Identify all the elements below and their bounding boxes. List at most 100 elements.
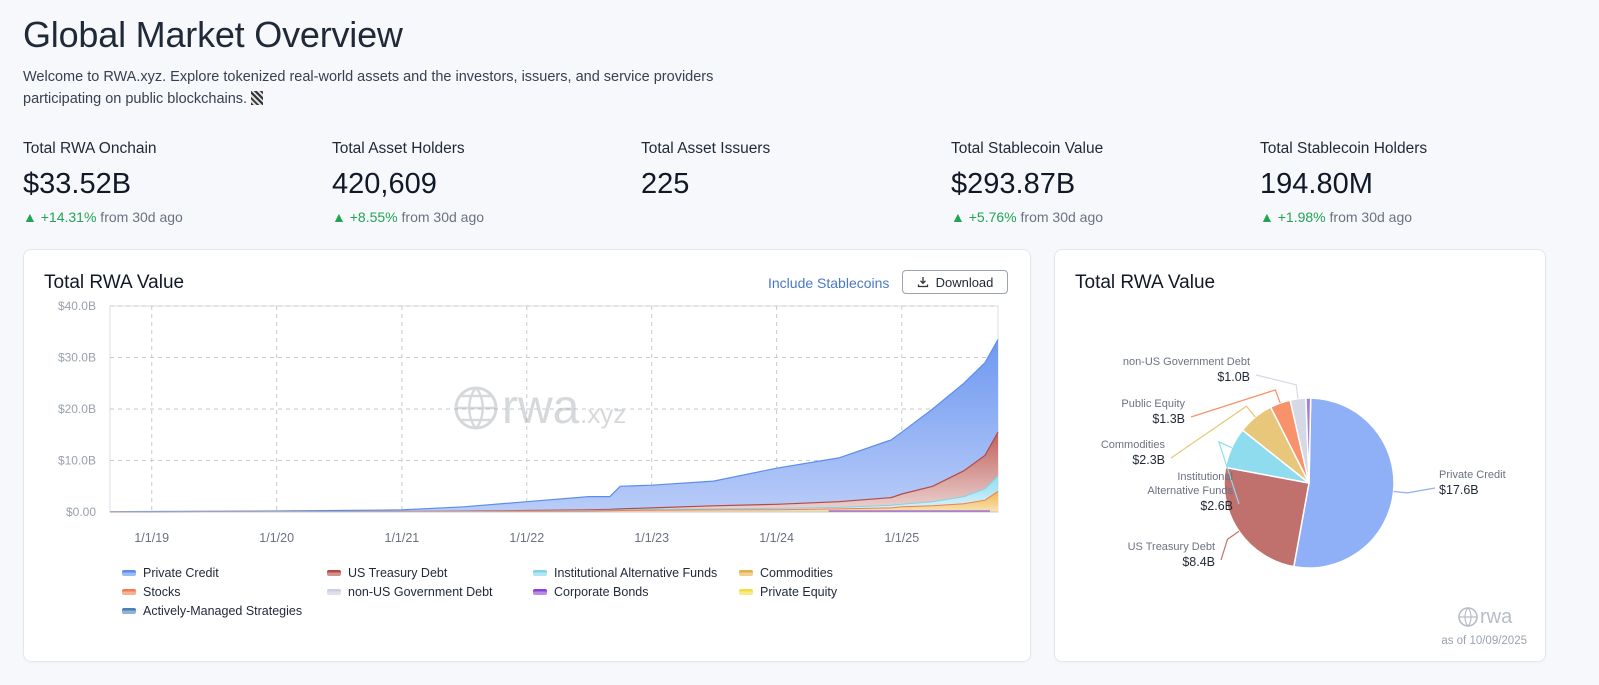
stat-value: $293.87B [951, 168, 1076, 200]
line-private-credit [109, 339, 999, 513]
pie-label: non-US Government Debt [1123, 356, 1250, 368]
pie-label: Public Equity [1121, 398, 1185, 410]
stat-stablecoin-holders: Total Stablecoin Holders 194.80M ▲ +1.98… [1260, 140, 1550, 225]
pie-value-label: $2.3B [1132, 453, 1165, 467]
legend-label: Private Credit [143, 566, 219, 580]
stat-value: 194.80M [1260, 168, 1373, 200]
legend-label: Commodities [760, 566, 833, 580]
download-icon [917, 277, 928, 288]
stat-value: 225 [641, 168, 690, 200]
up-arrow-icon: ▲ [951, 209, 969, 225]
stat-label: Total Stablecoin Value [951, 140, 1104, 157]
legend-swatch [739, 570, 753, 576]
y-tick-label: $10.0B [58, 454, 96, 468]
y-tick-label: $20.0B [58, 402, 96, 416]
stat-total-rwa: Total RWA Onchain $33.52B ▲ +14.31% from… [23, 140, 313, 225]
pie-label: Alternative Funds [1147, 485, 1233, 497]
pie-value-label: $2.6B [1200, 499, 1233, 513]
download-label: Download [935, 274, 994, 290]
area-chart: $0.00 $10.0B $20.0B $30.0B $40.0B 1/1/19 1/1/2… [58, 299, 999, 545]
stat-asset-issuers: Total Asset Issuers 225 [641, 140, 931, 201]
pie-value-label: $17.6B [1439, 483, 1479, 497]
legend-label: Stocks [143, 585, 181, 599]
pie-label: US Treasury Debt [1128, 541, 1215, 553]
include-stablecoins-toggle[interactable]: Include Stablecoins [768, 275, 890, 291]
as-of-date: as of 10/09/2025 [1441, 635, 1527, 647]
y-tick-label: $40.0B [58, 299, 96, 313]
up-arrow-icon: ▲ [332, 209, 350, 225]
x-tick-label: 1/1/19 [134, 531, 169, 545]
svg-text:rwa: rwa [1480, 606, 1513, 628]
legend-swatch [122, 589, 136, 595]
legend-label: Corporate Bonds [554, 585, 649, 599]
legend-item[interactable]: Private Equity [739, 585, 837, 599]
stat-asset-holders: Total Asset Holders 420,609 ▲ +8.55% fro… [332, 140, 622, 225]
legend-label: Private Equity [760, 585, 838, 599]
emoji-icon [251, 91, 264, 105]
legend-swatch [122, 608, 136, 614]
legend-swatch [122, 570, 136, 576]
stat-label: Total Asset Issuers [641, 140, 771, 157]
legend-label: non-US Government Debt [348, 585, 493, 599]
pie-leader-line [1393, 487, 1436, 494]
pie-value-label: $8.4B [1182, 555, 1215, 569]
pie-label: Commodities [1101, 439, 1166, 451]
pie-slice[interactable] [1305, 397, 1312, 484]
page-title: Global Market Overview [23, 14, 403, 55]
rwa-logo-watermark: rwa [1458, 606, 1513, 628]
legend-swatch [327, 570, 341, 576]
stat-value: 420,609 [332, 168, 437, 200]
x-tick-label: 1/1/25 [884, 531, 919, 545]
pie-leader-line [1190, 389, 1281, 418]
stat-change: ▲ +1.98% from 30d ago [1260, 209, 1413, 225]
watermark-suffix: .xyz [580, 399, 626, 429]
legend-swatch [327, 589, 341, 595]
x-tick-label: 1/1/22 [509, 531, 544, 545]
area-chart-title: Total RWA Value [44, 272, 185, 293]
stat-change: ▲ +5.76% from 30d ago [951, 209, 1104, 225]
stat-label: Total Stablecoin Holders [1260, 140, 1428, 157]
x-tick-label: 1/1/20 [259, 531, 294, 545]
rwa-value-area-card: Total RWA Value Include Stablecoins Down… [23, 249, 1031, 662]
stat-change: ▲ +14.31% from 30d ago [23, 209, 183, 225]
rwa-value-pie-card: Total RWA Value Private Credit $17.6B US T… [1054, 249, 1546, 662]
stat-stablecoin-value: Total Stablecoin Value $293.87B ▲ +5.76%… [951, 140, 1241, 225]
legend-item[interactable]: Actively-Managed Strategies [122, 604, 302, 618]
stat-label: Total RWA Onchain [23, 140, 157, 157]
pie-leader-line [1220, 530, 1240, 561]
legend-item[interactable]: Stocks [122, 585, 181, 599]
legend-label: US Treasury Debt [348, 566, 448, 580]
pie-label: Private Credit [1439, 469, 1506, 481]
pie-chart: Private Credit $17.6B US Treasury Debt $8.4… [1101, 356, 1506, 569]
pie-leader-line [1170, 405, 1256, 459]
up-arrow-icon: ▲ [23, 209, 41, 225]
area-commodities [110, 491, 998, 512]
legend-swatch [739, 589, 753, 595]
pie-value-label: $1.0B [1217, 370, 1250, 384]
pie-leader-line [1217, 440, 1240, 505]
rwa-watermark: rwa .xyz [454, 381, 626, 434]
y-tick-label: $0.00 [66, 505, 96, 519]
legend-swatch [533, 589, 547, 595]
legend-swatch [533, 570, 547, 576]
pie-chart-title: Total RWA Value [1075, 272, 1216, 293]
legend-item[interactable]: non-US Government Debt [327, 585, 493, 599]
legend-item[interactable]: US Treasury Debt [327, 566, 447, 580]
pie-value-label: $1.3B [1152, 412, 1185, 426]
pie-slice[interactable] [1292, 397, 1395, 569]
watermark-text: rwa [502, 381, 580, 434]
legend-item[interactable]: Institutional Alternative Funds [533, 566, 717, 580]
x-tick-label: 1/1/21 [385, 531, 420, 545]
legend-item[interactable]: Commodities [739, 566, 833, 580]
pie-leader-line [1255, 374, 1299, 399]
download-button[interactable]: Download [902, 270, 1008, 294]
pie-label: Institutional [1177, 471, 1233, 483]
up-arrow-icon: ▲ [1260, 209, 1278, 225]
stat-change: ▲ +8.55% from 30d ago [332, 209, 485, 225]
page-subtitle: Welcome to RWA.xyz. Explore tokenized re… [23, 69, 714, 107]
legend-label: Actively-Managed Strategies [143, 604, 303, 618]
x-tick-label: 1/1/23 [634, 531, 669, 545]
legend-item[interactable]: Corporate Bonds [533, 585, 649, 599]
pie-slice[interactable] [1223, 466, 1310, 568]
legend-item[interactable]: Private Credit [122, 566, 219, 580]
